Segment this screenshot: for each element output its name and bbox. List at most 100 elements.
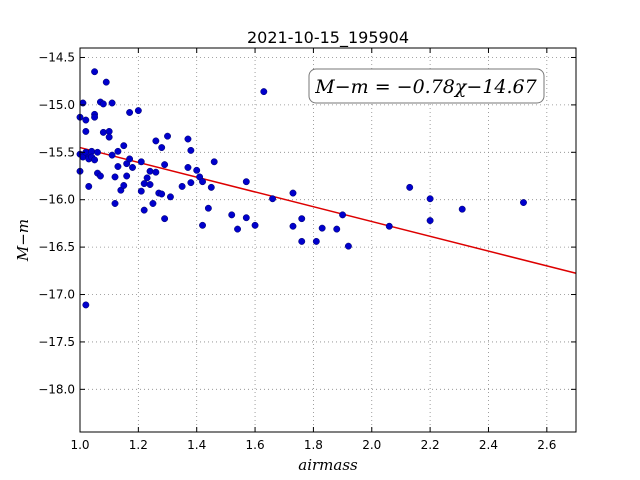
y-tick-labels: −14.5 −15.0 −15.5 −16.0 −16.5 −17.0 −17.5 −18.0 xyxy=(38,50,75,396)
axis-ticks xyxy=(79,48,576,432)
plot-area xyxy=(80,48,576,432)
data-point xyxy=(96,172,104,180)
data-point xyxy=(91,156,99,164)
data-point xyxy=(242,178,250,186)
y-tick-label: −16.5 xyxy=(38,240,75,254)
y-axis-label: M−m xyxy=(14,219,32,262)
y-tick-label: −16.0 xyxy=(38,193,75,207)
data-point xyxy=(251,221,259,229)
data-point xyxy=(108,151,116,159)
y-tick-label: −18.0 xyxy=(38,382,75,396)
data-point xyxy=(99,128,107,136)
data-point xyxy=(269,195,277,203)
fit-line-layer xyxy=(79,146,577,275)
data-point xyxy=(149,200,157,207)
data-point xyxy=(120,142,128,150)
data-point xyxy=(94,148,101,156)
x-tick-label: 1.2 xyxy=(129,438,148,452)
data-point xyxy=(426,195,434,203)
data-point xyxy=(333,225,341,233)
data-point xyxy=(114,163,122,170)
data-point xyxy=(234,225,242,233)
data-point xyxy=(152,168,160,176)
x-tick-label: 2.4 xyxy=(479,438,498,452)
data-point xyxy=(164,132,171,140)
annotation-text: M−m = −0.78χ−14.67 xyxy=(314,76,537,98)
y-tick-label: −17.5 xyxy=(38,335,75,349)
plot-frame xyxy=(79,47,577,433)
data-point xyxy=(85,182,93,190)
data-point xyxy=(184,135,192,143)
data-point xyxy=(228,211,236,219)
data-point xyxy=(385,222,393,230)
data-point xyxy=(111,200,119,207)
data-point xyxy=(108,99,116,107)
data-point xyxy=(339,211,347,219)
data-point xyxy=(91,68,99,76)
data-point xyxy=(123,172,131,180)
data-point xyxy=(184,164,192,171)
data-point xyxy=(289,189,297,197)
data-point xyxy=(146,181,154,188)
data-point xyxy=(99,100,107,108)
data-point xyxy=(82,116,90,124)
data-point xyxy=(161,161,169,169)
data-point xyxy=(298,215,306,223)
y-tick-label: −17.0 xyxy=(38,288,75,302)
data-point xyxy=(344,242,352,250)
y-tick-label: −15.0 xyxy=(38,98,75,112)
x-tick-label: 2.2 xyxy=(421,438,440,452)
data-point xyxy=(126,109,134,116)
x-tick-label: 2.6 xyxy=(537,438,556,452)
data-point xyxy=(161,215,169,223)
x-axis-label: airmass xyxy=(298,456,358,474)
data-point xyxy=(158,190,166,198)
data-point xyxy=(134,107,142,115)
data-point xyxy=(199,178,206,186)
data-point xyxy=(187,146,195,154)
data-point xyxy=(210,158,218,166)
data-point xyxy=(105,133,113,141)
data-point xyxy=(137,158,145,166)
data-point xyxy=(152,137,160,145)
data-point xyxy=(199,221,206,229)
data-point xyxy=(82,127,90,135)
data-point xyxy=(426,217,434,225)
fit-equation-annotation: M−m = −0.78χ−14.67 xyxy=(308,68,545,104)
data-point xyxy=(114,147,122,155)
data-point xyxy=(111,173,119,181)
x-tick-label: 1.8 xyxy=(304,438,323,452)
data-point xyxy=(298,237,306,245)
data-point xyxy=(406,183,414,191)
data-point xyxy=(137,187,145,195)
data-point xyxy=(140,180,148,188)
data-point xyxy=(158,144,166,152)
annotation-box xyxy=(308,68,545,104)
data-point xyxy=(120,182,128,189)
data-point xyxy=(129,164,136,171)
data-point xyxy=(260,88,268,96)
data-point xyxy=(143,174,151,182)
x-tick-label: 1.4 xyxy=(187,438,206,452)
x-tick-labels: 1.0 1.2 1.4 1.6 1.8 2.0 2.2 2.4 2.6 xyxy=(70,438,556,452)
data-point xyxy=(126,155,134,163)
data-point xyxy=(207,183,215,191)
data-point xyxy=(318,224,326,232)
y-tick-label: −14.5 xyxy=(38,50,75,64)
x-tick-label: 2.0 xyxy=(362,438,381,452)
data-point xyxy=(102,78,110,86)
x-tick-label: 1.6 xyxy=(246,438,265,452)
data-point xyxy=(140,206,148,214)
data-point xyxy=(91,113,99,121)
data-point xyxy=(193,166,201,174)
data-point xyxy=(312,237,320,245)
data-point xyxy=(520,199,527,206)
chart-title: 2021-10-15_195904 xyxy=(247,28,409,48)
data-point xyxy=(146,167,154,175)
data-point xyxy=(166,193,174,201)
data-point xyxy=(289,222,297,230)
fit-line xyxy=(79,146,577,275)
data-point xyxy=(204,204,212,212)
y-tick-label: −15.5 xyxy=(38,145,75,159)
data-point xyxy=(82,301,90,309)
